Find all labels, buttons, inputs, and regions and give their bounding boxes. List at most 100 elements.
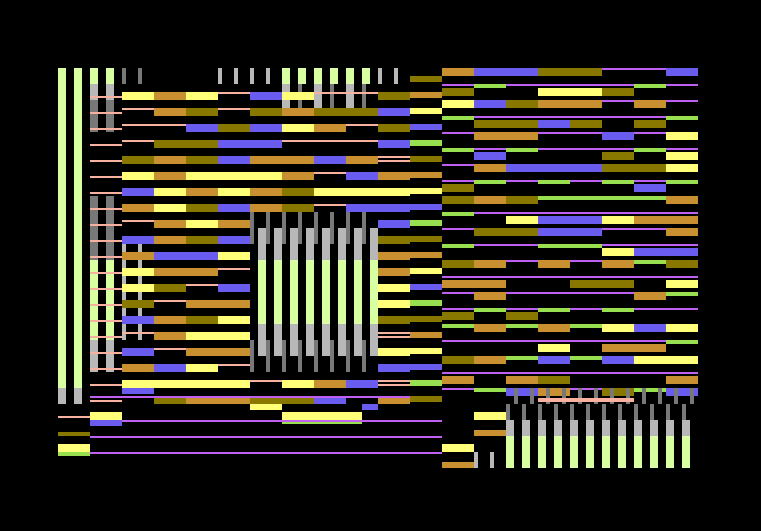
horizontal-band (474, 100, 506, 108)
vertical-bar (106, 84, 114, 100)
horizontal-band (410, 364, 442, 370)
horizontal-line (346, 92, 378, 94)
vertical-bar (106, 100, 114, 132)
horizontal-band (634, 260, 666, 264)
vertical-bar (650, 404, 654, 420)
horizontal-band (250, 124, 282, 132)
horizontal-band (122, 364, 154, 372)
horizontal-band (410, 172, 442, 178)
vertical-bar (394, 68, 398, 84)
horizontal-band (58, 444, 90, 452)
horizontal-band (538, 88, 570, 96)
horizontal-line (314, 204, 346, 206)
horizontal-band (122, 300, 154, 308)
horizontal-line (90, 288, 122, 290)
horizontal-band (602, 344, 634, 352)
horizontal-band (186, 220, 218, 228)
horizontal-band (378, 364, 410, 372)
horizontal-band (410, 284, 442, 290)
horizontal-band (442, 68, 474, 76)
vertical-bar (354, 324, 362, 356)
vertical-bar (506, 436, 514, 468)
horizontal-band (154, 108, 186, 116)
horizontal-band (666, 228, 698, 236)
horizontal-band (154, 220, 186, 228)
horizontal-band (506, 324, 538, 328)
horizontal-band (218, 220, 250, 228)
horizontal-band (442, 260, 474, 268)
horizontal-band (378, 284, 410, 292)
vertical-bar (122, 68, 126, 84)
horizontal-band (506, 196, 538, 204)
vertical-bar (626, 388, 630, 404)
horizontal-band (218, 140, 250, 148)
horizontal-line (90, 420, 442, 422)
horizontal-band (154, 316, 186, 324)
vertical-bar (538, 420, 546, 436)
horizontal-band (474, 84, 506, 88)
horizontal-band (378, 92, 410, 100)
horizontal-band (570, 68, 602, 76)
horizontal-band (634, 356, 666, 364)
horizontal-band (442, 88, 474, 96)
horizontal-band (474, 196, 506, 204)
vertical-bar (58, 68, 66, 388)
horizontal-band (282, 108, 314, 116)
horizontal-band (570, 216, 602, 224)
vertical-bar (106, 68, 114, 84)
horizontal-line (122, 220, 154, 222)
vertical-bar (490, 452, 494, 468)
horizontal-band (282, 172, 314, 180)
horizontal-line (90, 336, 122, 338)
horizontal-line (442, 148, 698, 150)
horizontal-band (314, 396, 346, 404)
vertical-bar (330, 212, 334, 244)
horizontal-band (122, 284, 154, 292)
horizontal-line (90, 160, 122, 162)
horizontal-band (506, 132, 538, 140)
vertical-bar (274, 228, 282, 260)
horizontal-band (378, 396, 410, 404)
vertical-bar (106, 340, 114, 372)
horizontal-band (218, 284, 250, 292)
horizontal-band (538, 260, 570, 268)
horizontal-band (474, 430, 506, 436)
horizontal-band (634, 388, 666, 392)
horizontal-line (186, 284, 218, 286)
vertical-bar (314, 84, 322, 116)
horizontal-band (602, 180, 634, 184)
horizontal-line (378, 332, 410, 334)
horizontal-band (410, 236, 442, 242)
horizontal-line (90, 304, 122, 306)
horizontal-band (122, 388, 154, 394)
horizontal-band (666, 152, 698, 160)
horizontal-band (602, 280, 634, 288)
vertical-bar (250, 212, 254, 244)
horizontal-band (634, 184, 666, 192)
horizontal-band (474, 324, 506, 332)
horizontal-band (378, 220, 410, 228)
vertical-bar (522, 436, 530, 468)
vertical-bar (250, 68, 254, 84)
horizontal-band (186, 236, 218, 244)
horizontal-band (666, 68, 698, 76)
horizontal-band (602, 248, 634, 256)
horizontal-band (634, 344, 666, 352)
horizontal-band (634, 248, 666, 256)
horizontal-band (154, 332, 186, 340)
horizontal-line (442, 132, 698, 134)
horizontal-band (538, 324, 570, 332)
horizontal-band (538, 100, 570, 108)
horizontal-line (378, 380, 410, 382)
horizontal-line (58, 416, 90, 418)
horizontal-band (346, 156, 378, 164)
horizontal-band (666, 388, 698, 396)
horizontal-line (90, 96, 122, 98)
horizontal-band (90, 420, 122, 426)
vertical-bar (602, 436, 610, 468)
vertical-bar (570, 420, 578, 436)
horizontal-line (90, 352, 122, 354)
horizontal-line (346, 124, 378, 126)
horizontal-band (122, 204, 154, 212)
